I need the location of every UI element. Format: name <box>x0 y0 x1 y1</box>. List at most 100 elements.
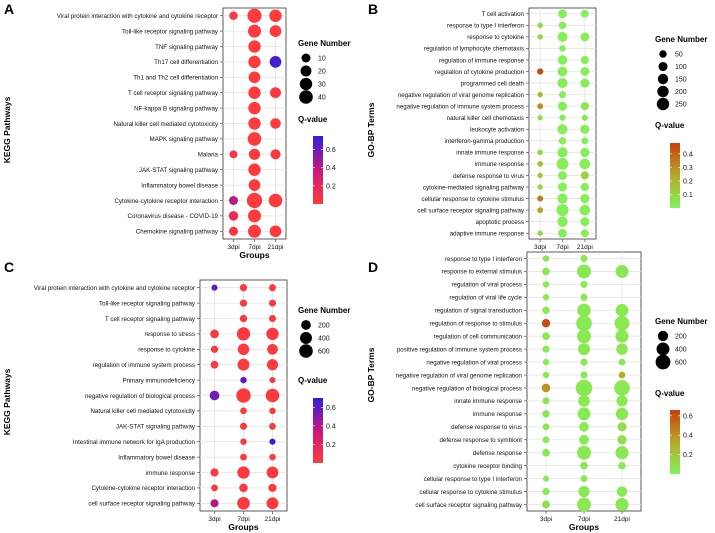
y-tick-label: Inflammatory bowel disease <box>118 454 195 461</box>
data-point <box>577 445 591 460</box>
data-point <box>580 32 590 42</box>
y-tick-label: response to cytokine <box>467 34 524 41</box>
data-point <box>239 299 248 307</box>
y-tick-label: defense response <box>473 450 523 457</box>
data-point <box>537 91 543 98</box>
data-point <box>557 78 568 89</box>
data-point <box>542 423 550 431</box>
data-point <box>541 383 551 393</box>
data-point <box>248 209 261 223</box>
y-tick-label: regulation of cytokine production <box>435 69 525 76</box>
data-point <box>266 497 279 510</box>
data-point <box>580 9 589 18</box>
data-point <box>559 45 566 52</box>
x-axis-label: Groups <box>228 522 258 532</box>
y-tick-label: positive regulation of immune system pro… <box>397 346 522 353</box>
data-point <box>246 192 263 209</box>
size-legend-dot <box>655 354 671 370</box>
y-tick-label: negative regulation of immune system pro… <box>396 103 524 110</box>
y-tick-label: response to type I interferon <box>447 23 525 30</box>
data-point <box>269 225 282 238</box>
data-point <box>557 101 568 111</box>
panel-a: A Viral protein interaction with cytokine… <box>2 1 350 260</box>
data-point <box>575 379 593 397</box>
data-point <box>615 407 629 421</box>
data-point <box>542 358 550 366</box>
y-tick-label: apoptotic process <box>476 219 525 226</box>
y-tick-label: Intestinal immune network for IgA produc… <box>73 439 196 446</box>
data-point <box>268 284 277 292</box>
y-tick-label: negative regulation of biological proces… <box>412 385 522 392</box>
color-legend-label: 0.6 <box>683 413 693 420</box>
data-point <box>236 327 251 341</box>
data-point <box>542 410 550 418</box>
data-point <box>577 264 591 279</box>
y-tick-label: regulation of immune system process <box>93 362 195 369</box>
data-point <box>240 407 247 415</box>
y-tick-label: Chemokine signaling pathway <box>136 229 219 236</box>
data-point <box>542 488 550 496</box>
data-point <box>537 184 543 190</box>
data-point <box>211 484 218 492</box>
panel-letter: D <box>368 259 378 275</box>
y-tick-label: natural killer cell chemotaxis <box>447 115 524 122</box>
size-legend-dot <box>300 65 312 77</box>
data-point <box>581 114 588 121</box>
data-point <box>580 461 588 470</box>
data-point <box>542 255 550 262</box>
data-point <box>615 329 629 343</box>
data-point <box>229 11 238 20</box>
y-tick-label: negative regulation of viral genome repl… <box>396 372 523 379</box>
color-legend-label: 0.4 <box>326 423 336 430</box>
y-tick-label: defense response to virus <box>451 424 522 431</box>
data-point <box>248 148 261 160</box>
data-point <box>269 25 282 37</box>
size-legend-dot <box>659 50 667 58</box>
data-point <box>248 163 261 176</box>
data-point <box>617 435 627 445</box>
data-point <box>210 360 219 369</box>
y-tick-label: regulation of viral life cycle <box>449 295 522 302</box>
data-point <box>580 102 589 111</box>
size-legend-dot <box>301 320 311 330</box>
y-tick-label: cellular response to type I interferon <box>424 476 523 483</box>
y-axis-label: KEGG Pathways <box>2 96 12 163</box>
x-tick-label: 7dpi <box>237 516 249 523</box>
color-legend-bar <box>670 410 680 474</box>
data-point <box>542 448 550 457</box>
color-legend-bar <box>313 136 323 204</box>
y-tick-label: cellular response to cytokine stimulus <box>420 489 522 496</box>
data-point <box>576 315 592 332</box>
x-tick-label: 7dpi <box>248 244 260 251</box>
data-point <box>228 211 239 221</box>
size-legend-dot <box>657 73 669 85</box>
data-point <box>542 306 550 314</box>
data-point <box>557 55 568 65</box>
data-point <box>268 314 277 323</box>
data-point <box>237 466 250 479</box>
y-tick-label: cytokine-mediated signaling pathway <box>423 184 525 191</box>
data-point <box>270 118 281 129</box>
size-legend-dot <box>299 77 313 91</box>
data-point <box>248 71 261 84</box>
size-legend-title: Gene Number <box>298 39 350 48</box>
color-legend-label: 0.6 <box>326 405 336 412</box>
data-point <box>248 24 261 38</box>
size-legend-label: 600 <box>675 360 687 367</box>
data-point <box>537 22 543 29</box>
y-tick-label: cellular response to cytokine stimulus <box>422 196 524 203</box>
data-point <box>268 299 277 307</box>
data-point <box>537 230 543 236</box>
data-point <box>578 395 590 407</box>
data-point <box>578 486 590 498</box>
data-point <box>265 388 280 403</box>
data-point <box>210 345 219 353</box>
color-legend-label: 0.4 <box>326 165 336 172</box>
data-point <box>248 224 261 238</box>
y-tick-label: regulation of lymphocyte chemotaxis <box>424 46 524 53</box>
data-point <box>558 171 567 180</box>
size-legend-dot <box>299 344 313 358</box>
data-point <box>239 314 248 323</box>
color-legend-label: 0.1 <box>683 192 693 199</box>
